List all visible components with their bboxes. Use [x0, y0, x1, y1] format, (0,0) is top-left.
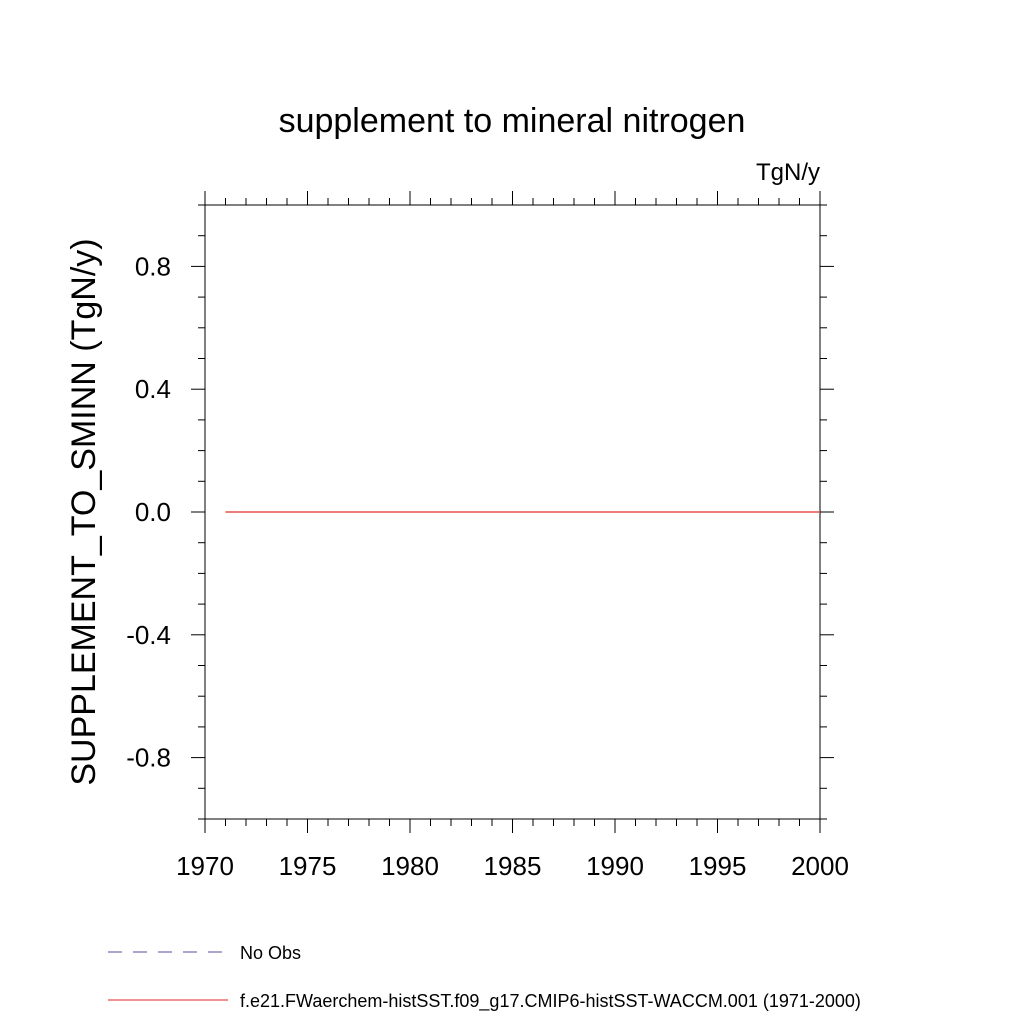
chart-title: supplement to mineral nitrogen	[279, 102, 746, 140]
legend: No Obs f.e21.FWaerchem-histSST.f09_g17.CM…	[108, 943, 861, 1012]
x-tick-label: 1995	[689, 851, 747, 881]
y-tick-label: 0.8	[135, 251, 171, 281]
y-axis: 0.8 0.4 0.0 -0.4 -0.8	[126, 251, 834, 773]
x-axis: 1970 1975 1980 1985 1990 1995 2000	[176, 191, 849, 881]
x-tick-label: 2000	[791, 851, 849, 881]
y-tick-label: 0.4	[135, 374, 171, 404]
x-tick-label: 1980	[381, 851, 439, 881]
x-tick-label: 1985	[484, 851, 542, 881]
x-tick-label: 1975	[279, 851, 337, 881]
units-label: TgN/y	[756, 159, 820, 186]
minor-ticks	[198, 198, 827, 826]
legend-label: f.e21.FWaerchem-histSST.f09_g17.CMIP6-hi…	[240, 991, 861, 1012]
y-tick-label: -0.4	[126, 620, 171, 650]
legend-label: No Obs	[240, 943, 301, 963]
x-tick-label: 1970	[176, 851, 234, 881]
y-tick-label: -0.8	[126, 743, 171, 773]
y-axis-label: SUPPLEMENT_TO_SMINN (TgN/y)	[65, 238, 103, 785]
x-tick-label: 1990	[586, 851, 644, 881]
y-tick-label: 0.0	[135, 497, 171, 527]
